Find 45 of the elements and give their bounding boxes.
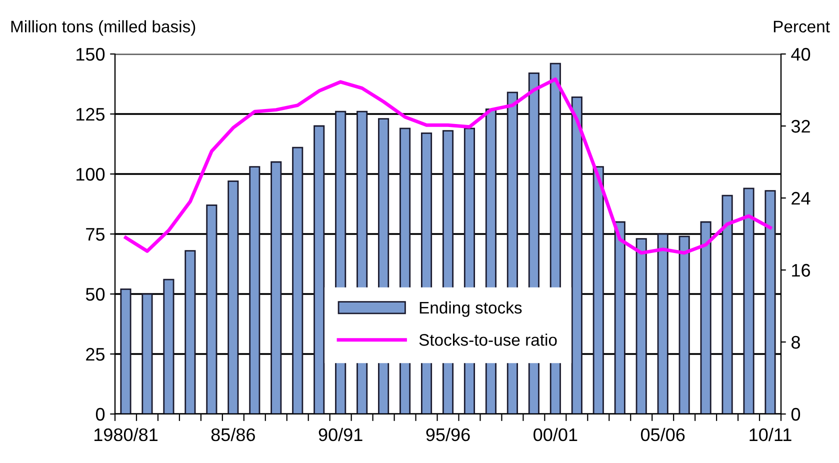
x-tick-label: 90/91 <box>318 428 362 442</box>
x-tick-label: 10/11 <box>750 428 792 442</box>
y2-axis-title: Percent <box>774 20 830 32</box>
y2-tick-label: 40 <box>791 48 810 61</box>
y2-tick-label: 24 <box>792 192 810 205</box>
bar <box>249 166 260 414</box>
x-tick-label: 85/86 <box>211 428 255 442</box>
bar <box>722 194 733 414</box>
y-axis-title: Million tons (milled basis) <box>11 20 196 36</box>
bar <box>678 236 690 414</box>
x-tick-label: 00/01 <box>534 428 578 442</box>
bar <box>292 146 304 414</box>
x-tick-label: 95/96 <box>426 428 470 442</box>
y2-tick-label: 32 <box>791 120 810 133</box>
bar <box>206 204 218 414</box>
x-tick-label: 05/06 <box>640 428 685 442</box>
bar <box>743 188 754 414</box>
y2-tick-label: 8 <box>792 336 800 349</box>
y2-tick-label: 0 <box>791 408 800 421</box>
x-tick-label: 1980/81 <box>94 428 158 442</box>
bar <box>571 96 582 414</box>
bar <box>636 238 647 414</box>
bar <box>314 125 325 414</box>
bar <box>657 233 668 414</box>
legend-label: Stocks-to-use ratio <box>419 334 557 346</box>
bar <box>270 161 282 414</box>
y-tick-label: 75 <box>86 228 105 241</box>
legend-label: Ending stocks <box>420 301 522 317</box>
y2-tick-label: 16 <box>792 264 810 277</box>
bar <box>614 221 626 414</box>
bar <box>184 250 196 414</box>
bar <box>592 166 604 414</box>
y-tick-label: 0 <box>96 408 105 421</box>
bar <box>228 180 239 414</box>
y-tick-label: 100 <box>76 168 105 181</box>
bar <box>120 288 132 414</box>
bar <box>163 278 174 414</box>
y-tick-label: 125 <box>76 108 105 121</box>
bar <box>764 190 776 414</box>
bar <box>700 221 712 414</box>
y-tick-label: 50 <box>86 288 105 301</box>
y-tick-label: 150 <box>76 48 105 61</box>
y-tick-label: 25 <box>86 348 105 361</box>
line-series <box>124 77 772 255</box>
bar <box>142 293 153 414</box>
